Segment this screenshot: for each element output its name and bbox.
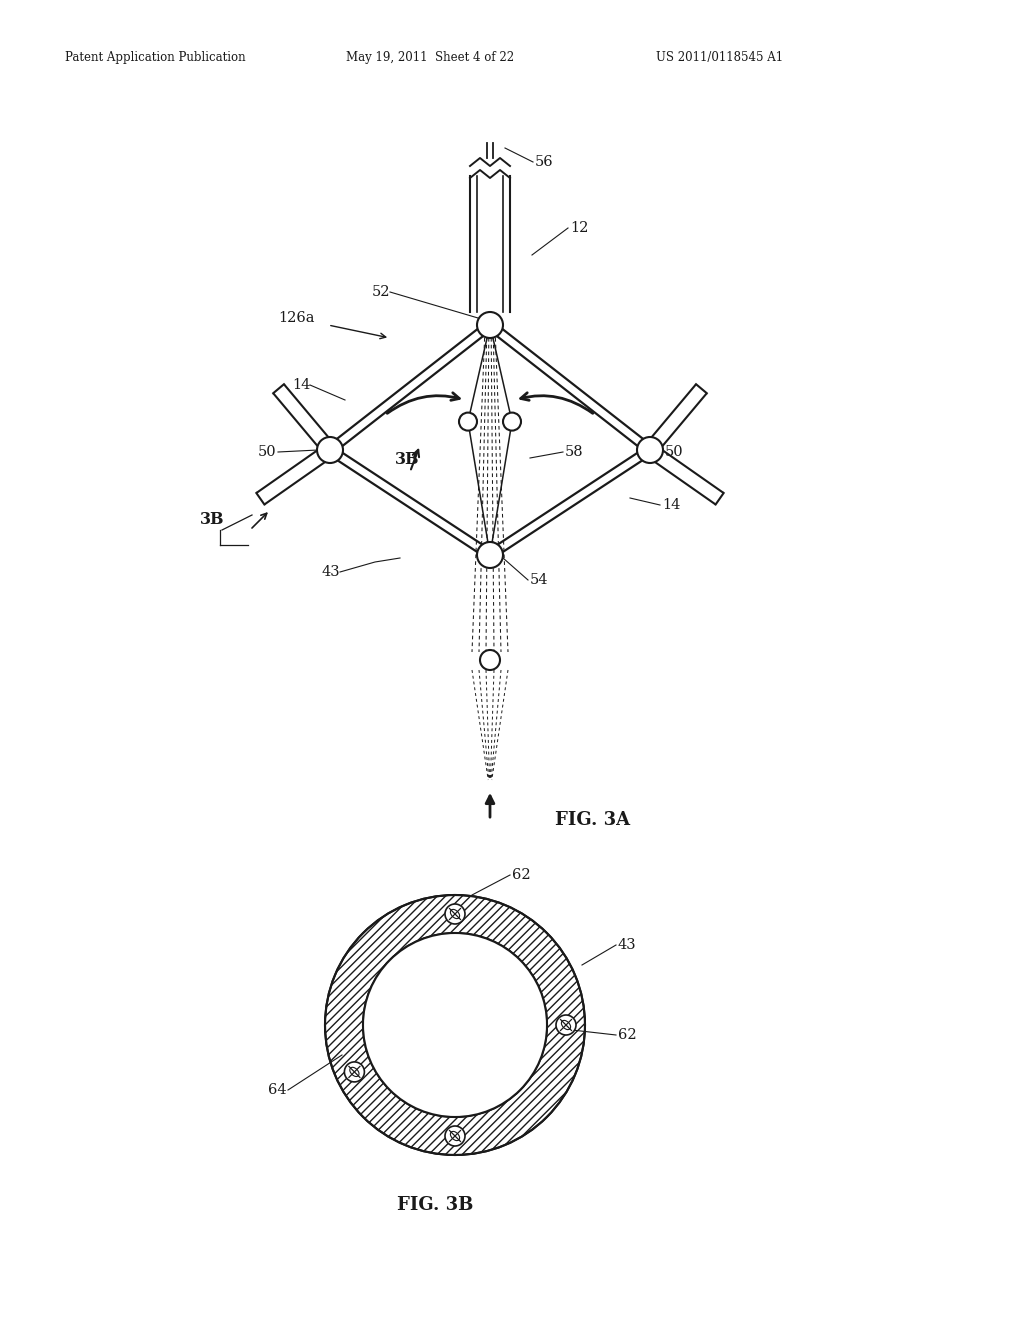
Text: 64: 64	[268, 1082, 287, 1097]
Text: May 19, 2011  Sheet 4 of 22: May 19, 2011 Sheet 4 of 22	[346, 51, 514, 65]
Text: 52: 52	[372, 285, 390, 300]
Text: 62: 62	[618, 1028, 637, 1041]
Circle shape	[477, 312, 503, 338]
Circle shape	[477, 543, 503, 568]
Text: 126a: 126a	[278, 312, 314, 325]
Circle shape	[445, 1126, 465, 1146]
Text: US 2011/0118545 A1: US 2011/0118545 A1	[656, 51, 783, 65]
Text: FIG. 3A: FIG. 3A	[555, 810, 630, 829]
Text: 50: 50	[258, 445, 276, 459]
Circle shape	[344, 1061, 365, 1082]
Text: 58: 58	[565, 445, 584, 459]
Text: 50: 50	[665, 445, 684, 459]
Text: 56: 56	[535, 154, 554, 169]
Text: 14: 14	[662, 498, 680, 512]
Text: 43: 43	[618, 939, 637, 952]
Circle shape	[362, 933, 547, 1117]
Circle shape	[445, 904, 465, 924]
Text: 43: 43	[322, 565, 341, 579]
Text: 14: 14	[292, 378, 310, 392]
Circle shape	[459, 413, 477, 430]
Text: Patent Application Publication: Patent Application Publication	[65, 51, 246, 65]
Text: FIG. 3B: FIG. 3B	[397, 1196, 473, 1214]
Circle shape	[556, 1015, 575, 1035]
Circle shape	[637, 437, 663, 463]
Text: 3B: 3B	[200, 511, 224, 528]
Text: 3B: 3B	[395, 451, 420, 469]
Circle shape	[480, 649, 500, 671]
Circle shape	[317, 437, 343, 463]
Text: 12: 12	[570, 220, 589, 235]
Text: 62: 62	[512, 869, 530, 882]
Text: 54: 54	[530, 573, 549, 587]
Circle shape	[503, 413, 521, 430]
